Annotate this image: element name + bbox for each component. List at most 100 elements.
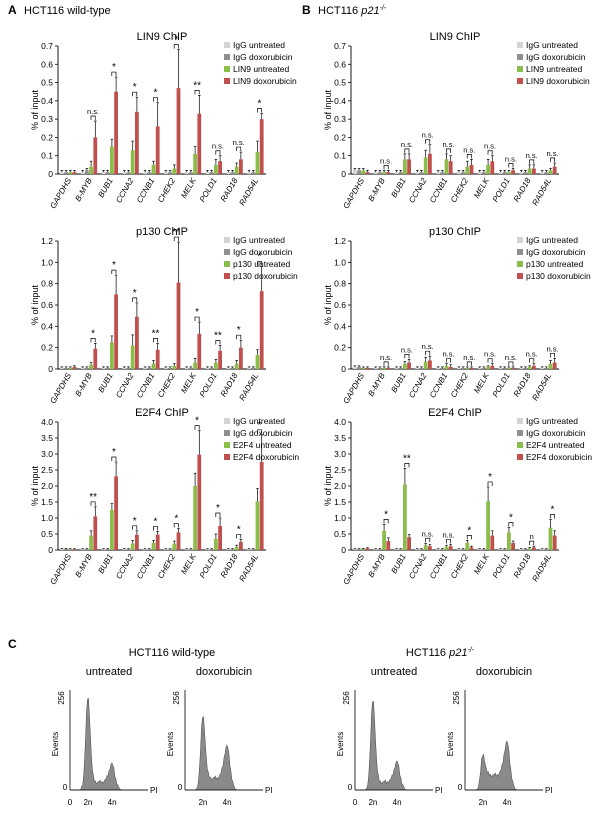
- bar: [93, 137, 98, 174]
- flow-y-label: Events: [336, 732, 345, 756]
- bar: [60, 549, 64, 550]
- significance-bracket: [529, 358, 535, 363]
- y-tick-label: 0.4: [41, 321, 53, 331]
- legend-swatch: [517, 454, 523, 460]
- legend-entry: IgG doxorubicin: [233, 428, 293, 438]
- significance-label: *: [551, 505, 555, 516]
- significance-bracket: [153, 338, 158, 343]
- gene-label: CHEK2: [449, 371, 470, 399]
- bar: [105, 549, 110, 550]
- significance-bracket: [236, 534, 242, 539]
- bar: [394, 549, 399, 550]
- bar: [226, 367, 231, 369]
- legend-entry: IgG doxorubicin: [233, 247, 293, 257]
- significance-bracket: [529, 159, 535, 164]
- bar: [457, 549, 461, 550]
- y-tick-label: 1.5: [334, 497, 346, 507]
- bar: [548, 527, 553, 550]
- bar: [80, 172, 85, 174]
- gene-label: CCNB1: [135, 177, 156, 205]
- bar: [255, 152, 260, 174]
- y-tick-label: 0.6: [334, 300, 346, 310]
- bar: [226, 172, 231, 174]
- significance-label: *: [195, 307, 199, 318]
- y-tick-label: 0.8: [41, 279, 53, 289]
- bar: [184, 367, 189, 369]
- histogram: [355, 700, 433, 791]
- bar: [357, 366, 361, 369]
- legend-entry: E2F4 untreated: [526, 440, 585, 450]
- histogram: [185, 715, 263, 791]
- bar: [89, 364, 93, 369]
- bar: [544, 367, 549, 369]
- bar: [209, 549, 214, 550]
- gene-label: BUB1: [389, 177, 407, 200]
- flow-x-tick: 4n: [108, 798, 117, 807]
- bar: [114, 91, 118, 174]
- bar: [507, 367, 511, 369]
- significance-bracket: [153, 97, 158, 102]
- bar: [407, 362, 411, 369]
- bar: [193, 486, 197, 550]
- bar: [403, 484, 407, 550]
- bar: [436, 549, 440, 550]
- chart-title: p130 ChIP: [429, 226, 481, 238]
- bar: [428, 153, 432, 174]
- gene-label: BUB1: [96, 553, 114, 576]
- bar: [544, 549, 549, 550]
- bar: [419, 172, 424, 174]
- bar: [477, 367, 482, 369]
- bar: [101, 172, 106, 174]
- flow-x-tick: 4n: [393, 798, 402, 807]
- flow-condition-label: doxorubicin: [476, 666, 532, 678]
- flow-x-tick: 0: [68, 798, 73, 807]
- bar: [135, 534, 139, 550]
- bar: [415, 172, 420, 174]
- legend-swatch: [224, 273, 230, 279]
- y-tick-label: 1.2: [41, 236, 53, 246]
- y-tick-label: 0.6: [41, 59, 53, 69]
- bar: [64, 549, 68, 550]
- bar: [386, 367, 391, 369]
- bar: [490, 535, 495, 550]
- bar: [168, 549, 172, 550]
- bar: [234, 363, 239, 369]
- bar: [532, 168, 536, 174]
- bar: [548, 363, 553, 369]
- flow-x-tick: 2n: [83, 798, 92, 807]
- bar: [80, 549, 85, 550]
- bar: [398, 172, 403, 174]
- bar: [502, 367, 507, 369]
- bar: [93, 516, 98, 550]
- bar: [85, 170, 89, 174]
- bar: [247, 172, 251, 174]
- bar: [193, 362, 197, 369]
- flow-y-label: Events: [446, 732, 455, 756]
- bar: [68, 172, 73, 174]
- bar: [60, 367, 64, 369]
- bar: [361, 170, 366, 174]
- y-tick-label: 0.5: [334, 78, 346, 88]
- y-tick-label: 1.2: [334, 236, 346, 246]
- significance-bracket: [446, 539, 451, 544]
- bar: [135, 111, 139, 174]
- significance-bracket: [90, 338, 96, 343]
- bar: [168, 367, 172, 369]
- flow-y-max: 256: [57, 691, 66, 705]
- bar: [482, 549, 486, 550]
- legend-swatch: [224, 261, 230, 267]
- flow-y-max: 256: [342, 691, 351, 705]
- significance-bracket: [215, 340, 221, 345]
- y-tick-label: 0: [48, 364, 53, 374]
- legend-swatch: [517, 78, 523, 84]
- bar: [382, 172, 386, 174]
- legend-entry: E2F4 doxorubicin: [233, 452, 299, 462]
- gene-label: MELK: [472, 371, 491, 395]
- y-tick-label: 0.2: [41, 343, 53, 353]
- gene-label: B-MYB: [366, 176, 387, 203]
- bar: [168, 172, 172, 174]
- legend-swatch: [517, 418, 523, 424]
- bar: [164, 549, 168, 550]
- gene-label: CCNB1: [428, 553, 449, 581]
- flow-y-max: 256: [172, 691, 181, 705]
